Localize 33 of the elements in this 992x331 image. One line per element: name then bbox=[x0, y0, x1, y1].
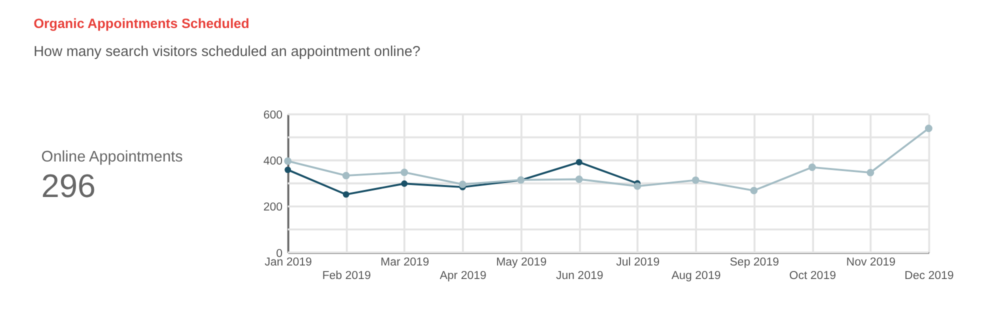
x-tick-label: Apr 2019 bbox=[440, 270, 486, 282]
x-tick-label: Jun 2019 bbox=[556, 270, 604, 282]
point bbox=[750, 186, 758, 194]
x-tick-label: Sep 2019 bbox=[730, 256, 780, 268]
point bbox=[342, 172, 350, 180]
x-tick-label: Jul 2019 bbox=[616, 256, 660, 268]
text: 296 bbox=[41, 166, 96, 204]
point bbox=[808, 164, 816, 171]
point bbox=[458, 180, 466, 188]
point bbox=[866, 168, 874, 176]
chart-subtitle: How many search visitors scheduled an appointment online? bbox=[34, 44, 420, 60]
x-tick-label: May 2019 bbox=[496, 256, 547, 268]
x-tick-label: Oct 2019 bbox=[789, 270, 836, 282]
x-tick-label: Aug 2019 bbox=[671, 270, 721, 282]
point bbox=[634, 182, 642, 190]
x-tick-label: Dec 2019 bbox=[904, 270, 954, 282]
x-tick-label: Nov 2019 bbox=[846, 256, 896, 268]
point bbox=[692, 176, 700, 184]
x-tick-label: Feb 2019 bbox=[322, 270, 371, 282]
point bbox=[284, 157, 292, 165]
point bbox=[576, 159, 582, 166]
point bbox=[400, 168, 408, 176]
point bbox=[401, 180, 408, 187]
y-tick-label: 200 bbox=[263, 202, 283, 214]
text: Online Appointments bbox=[41, 148, 184, 166]
point bbox=[342, 191, 350, 198]
y-tick-label: 400 bbox=[263, 156, 283, 168]
point bbox=[284, 166, 292, 174]
point bbox=[575, 176, 583, 183]
y-tick-label: 600 bbox=[263, 110, 283, 122]
text: Organic Appointments Scheduled bbox=[34, 16, 250, 31]
x-tick-label: Mar 2019 bbox=[380, 256, 430, 268]
point bbox=[924, 124, 932, 132]
